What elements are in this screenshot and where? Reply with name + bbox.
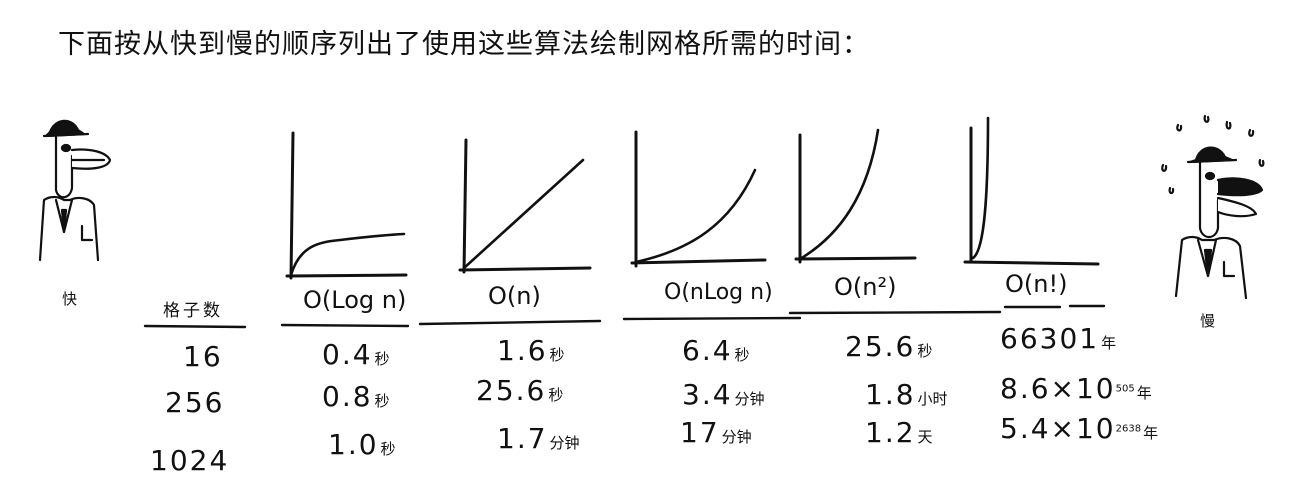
fast-label: 快 — [62, 290, 78, 308]
time-cell: 25.6 秒 — [845, 330, 933, 363]
time-cell: 0.4 秒 — [322, 338, 390, 371]
cell-count-row-2: 256 — [165, 386, 225, 419]
column-header-n-factorial: O(n!) — [1005, 270, 1068, 298]
slow-label: 慢 — [1200, 312, 1216, 330]
graph-n — [458, 138, 592, 274]
column-header-log-n: O(Log n) — [303, 286, 407, 314]
time-cell: 66301 年 — [1000, 322, 1117, 355]
time-cell: 0.8 秒 — [322, 380, 390, 413]
time-cell: 17 分钟 — [680, 416, 752, 449]
time-cell: 6.4 秒 — [682, 334, 750, 367]
header-underline — [143, 304, 1106, 329]
fast-person-figure — [38, 119, 112, 262]
time-cell: 1.2 天 — [865, 416, 933, 449]
graph-n-squared — [794, 128, 917, 264]
slow-person-figure — [1161, 114, 1265, 300]
time-cell: 5.4×102638 年 — [1000, 412, 1159, 445]
column-header-n-log-n: O(nLog n) — [664, 280, 773, 305]
graph-n-log-n — [630, 130, 767, 268]
row-header-label: 格子数 — [163, 301, 223, 321]
graph-log-n — [285, 131, 408, 280]
time-cell: 1.6 秒 — [497, 334, 565, 367]
graph-n-factorial — [963, 116, 1100, 266]
column-header-n-squared: O(n²) — [834, 273, 897, 301]
cell-count-row-1: 16 — [183, 340, 223, 373]
time-cell: 1.7 分钟 — [497, 422, 580, 455]
time-cell: 1.8 小时 — [865, 378, 948, 411]
column-header-n: O(n) — [488, 282, 541, 310]
time-cell: 1.0 秒 — [328, 428, 396, 461]
cell-count-row-3: 1024 — [150, 444, 230, 477]
time-cell: 3.4 分钟 — [682, 378, 765, 411]
time-cell: 25.6 秒 — [476, 374, 564, 407]
time-cell: 8.6×10505 年 — [1000, 372, 1152, 405]
caption: 下面按从快到慢的顺序列出了使用这些算法绘制网格所需的时间： — [58, 29, 870, 60]
